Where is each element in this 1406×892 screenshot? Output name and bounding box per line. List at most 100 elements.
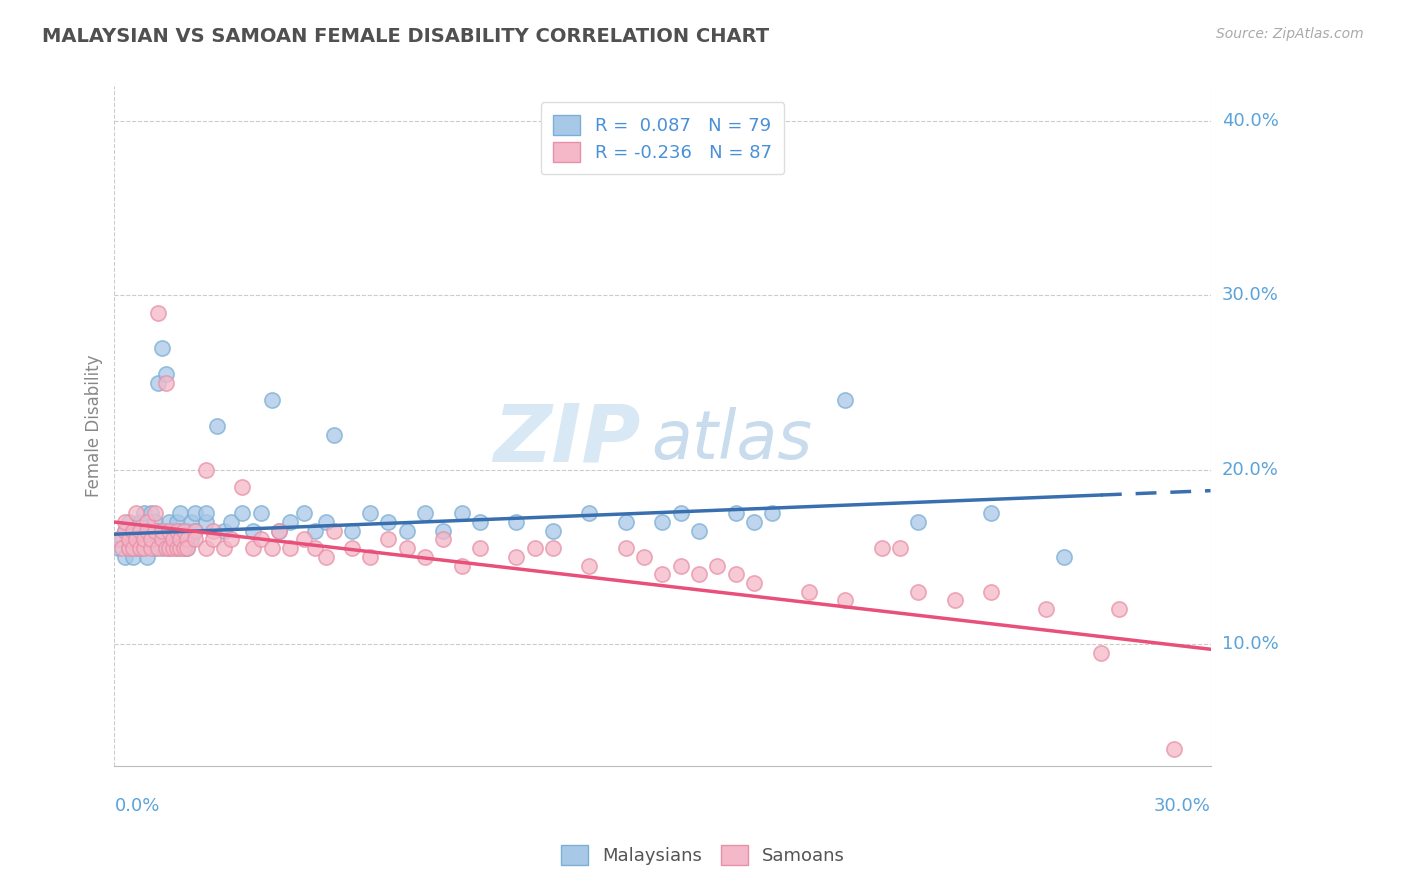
Point — [413, 506, 436, 520]
Point — [184, 524, 207, 538]
Point — [706, 558, 728, 573]
Point — [157, 524, 180, 538]
Text: 40.0%: 40.0% — [1222, 112, 1278, 130]
Point — [315, 515, 337, 529]
Point — [651, 567, 673, 582]
Point — [907, 515, 929, 529]
Point — [173, 541, 195, 556]
Point — [150, 341, 173, 355]
Point — [162, 524, 184, 538]
Point — [359, 549, 381, 564]
Point — [278, 541, 301, 556]
Point — [111, 541, 134, 556]
Point — [432, 533, 454, 547]
Point — [742, 515, 765, 529]
Point — [155, 541, 177, 556]
Point — [221, 533, 243, 547]
Point — [111, 533, 134, 547]
Point — [157, 541, 180, 556]
Point — [150, 533, 173, 547]
Point — [194, 541, 217, 556]
Point — [1163, 741, 1185, 756]
Point — [114, 549, 136, 564]
Point — [523, 541, 546, 556]
Point — [688, 524, 710, 538]
Point — [1053, 549, 1076, 564]
Point — [173, 533, 195, 547]
Point — [267, 524, 290, 538]
Point — [169, 524, 191, 538]
Point — [797, 584, 820, 599]
Point — [395, 541, 418, 556]
Point — [943, 593, 966, 607]
Point — [359, 506, 381, 520]
Text: 0.0%: 0.0% — [114, 797, 160, 814]
Legend: R =  0.087   N = 79, R = -0.236   N = 87: R = 0.087 N = 79, R = -0.236 N = 87 — [540, 103, 785, 175]
Point — [139, 506, 162, 520]
Point — [614, 541, 637, 556]
Point — [304, 524, 326, 538]
Point — [633, 549, 655, 564]
Point — [505, 515, 527, 529]
Point — [157, 515, 180, 529]
Point — [980, 584, 1002, 599]
Point — [742, 576, 765, 591]
Point — [139, 533, 162, 547]
Point — [176, 524, 198, 538]
Point — [166, 541, 188, 556]
Point — [132, 533, 155, 547]
Point — [194, 463, 217, 477]
Point — [184, 524, 207, 538]
Legend: Malaysians, Samoans: Malaysians, Samoans — [553, 836, 853, 874]
Point — [194, 515, 217, 529]
Point — [870, 541, 893, 556]
Point — [834, 593, 856, 607]
Point — [450, 506, 472, 520]
Point — [150, 541, 173, 556]
Point — [1035, 602, 1057, 616]
Point — [184, 506, 207, 520]
Point — [761, 506, 783, 520]
Point — [107, 541, 129, 556]
Point — [242, 541, 264, 556]
Point — [150, 524, 173, 538]
Point — [468, 515, 491, 529]
Point — [450, 558, 472, 573]
Point — [260, 541, 283, 556]
Text: MALAYSIAN VS SAMOAN FEMALE DISABILITY CORRELATION CHART: MALAYSIAN VS SAMOAN FEMALE DISABILITY CO… — [42, 27, 769, 45]
Point — [322, 428, 344, 442]
Point — [139, 541, 162, 556]
Point — [294, 506, 316, 520]
Point — [132, 541, 155, 556]
Point — [578, 558, 600, 573]
Point — [143, 515, 166, 529]
Point — [724, 567, 747, 582]
Point — [136, 524, 159, 538]
Text: 30.0%: 30.0% — [1222, 286, 1278, 304]
Point — [541, 524, 564, 538]
Point — [505, 549, 527, 564]
Point — [166, 524, 188, 538]
Point — [143, 506, 166, 520]
Point — [242, 524, 264, 538]
Point — [118, 515, 141, 529]
Point — [669, 506, 692, 520]
Point — [202, 524, 225, 538]
Point — [294, 533, 316, 547]
Point — [249, 533, 271, 547]
Point — [231, 480, 253, 494]
Point — [267, 524, 290, 538]
Point — [1090, 646, 1112, 660]
Point — [136, 524, 159, 538]
Point — [155, 524, 177, 538]
Point — [136, 549, 159, 564]
Point — [118, 541, 141, 556]
Text: Source: ZipAtlas.com: Source: ZipAtlas.com — [1216, 27, 1364, 41]
Point — [278, 515, 301, 529]
Point — [1108, 602, 1130, 616]
Point — [413, 549, 436, 564]
Point — [176, 541, 198, 556]
Point — [340, 541, 363, 556]
Point — [107, 533, 129, 547]
Point — [129, 541, 152, 556]
